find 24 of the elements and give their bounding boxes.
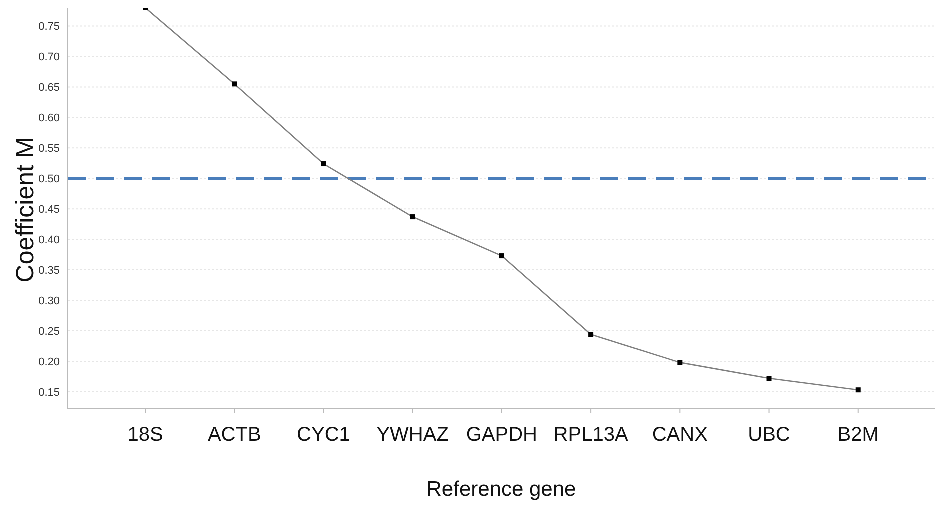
x-tick-label: B2M — [838, 424, 879, 446]
y-tick-label: 0.75 — [38, 21, 60, 34]
y-tick-label: 0.25 — [38, 326, 60, 338]
x-tick-label: RPL13A — [554, 424, 629, 446]
x-tick-label: CYC1 — [297, 424, 350, 446]
y-tick-label: 0.70 — [38, 52, 60, 64]
x-tick-label: 18S — [128, 424, 164, 446]
y-axis-title: Coefficient M — [12, 137, 40, 283]
y-tick-label: 0.30 — [38, 295, 60, 308]
y-tick-label: 0.20 — [38, 356, 60, 368]
x-tick-label: YWHAZ — [376, 424, 449, 446]
y-tick-label: 0.45 — [38, 204, 60, 216]
y-tick-label: 0.40 — [38, 234, 60, 246]
x-tick-label: GAPDH — [466, 424, 538, 446]
y-tick-label: 0.60 — [38, 112, 60, 125]
x-tick-label: CANX — [652, 424, 708, 446]
y-tick-label: 0.15 — [38, 386, 60, 399]
y-tick-label: 0.50 — [38, 174, 60, 186]
y-tick-label: 0.65 — [38, 82, 60, 94]
x-tick-label: ACTB — [208, 424, 262, 446]
x-tick-label: UBC — [748, 424, 790, 446]
y-tick-label: 0.35 — [38, 264, 60, 277]
x-axis-title: Reference gene — [426, 478, 576, 501]
y-tick-label: 0.55 — [38, 143, 60, 156]
